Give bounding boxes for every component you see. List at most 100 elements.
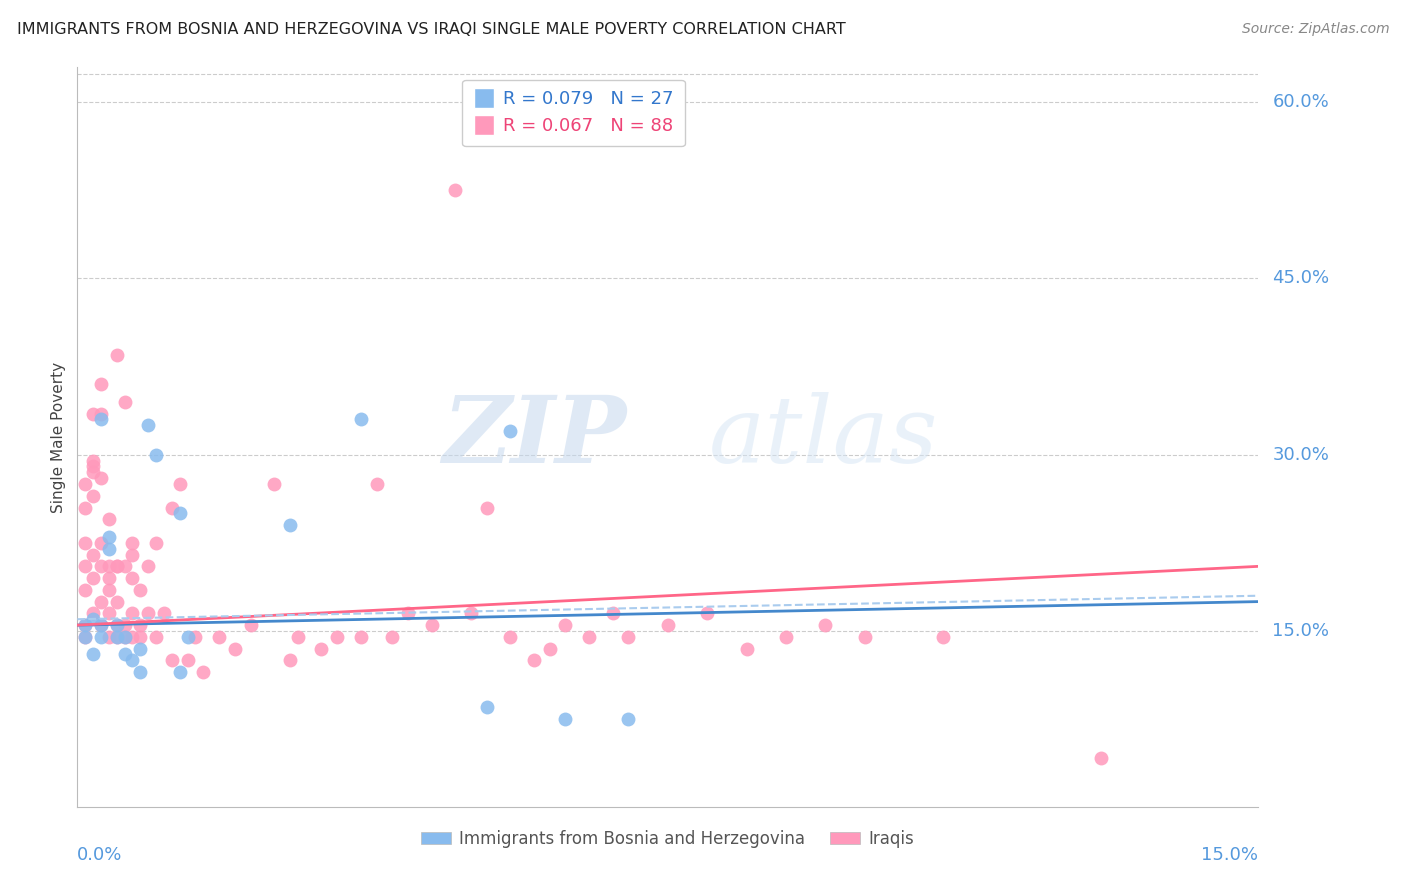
Point <box>82 459 104 474</box>
Point <box>311 641 333 656</box>
Point <box>475 700 498 714</box>
Point <box>1090 751 1112 765</box>
Point <box>121 653 143 667</box>
Point <box>75 559 97 574</box>
Point <box>97 607 120 621</box>
Point <box>617 712 640 726</box>
Point <box>853 630 876 644</box>
Point <box>735 641 758 656</box>
Point <box>90 594 112 608</box>
Point <box>114 559 136 574</box>
Point <box>169 477 191 491</box>
Point <box>129 630 152 644</box>
Point <box>97 630 120 644</box>
Point <box>75 582 97 597</box>
Point <box>775 630 797 644</box>
Point <box>97 512 120 526</box>
Text: Source: ZipAtlas.com: Source: ZipAtlas.com <box>1241 22 1389 37</box>
Point <box>145 630 167 644</box>
Point <box>82 548 104 562</box>
Point <box>932 630 955 644</box>
Point <box>538 641 561 656</box>
Point <box>75 630 97 644</box>
Point <box>121 548 143 562</box>
Point <box>121 630 143 644</box>
Point <box>114 618 136 632</box>
Point <box>176 630 198 644</box>
Point <box>90 618 112 632</box>
Point <box>657 618 679 632</box>
Point <box>82 571 104 585</box>
Y-axis label: Single Male Poverty: Single Male Poverty <box>51 361 66 513</box>
Point <box>97 582 120 597</box>
Point <box>554 618 576 632</box>
Point <box>696 607 718 621</box>
Point <box>136 607 159 621</box>
Point <box>90 630 112 644</box>
Point <box>523 653 546 667</box>
Point <box>82 648 104 662</box>
Point <box>75 477 97 491</box>
Point <box>90 412 112 426</box>
Point <box>350 630 373 644</box>
Point <box>169 507 191 521</box>
Point <box>396 607 419 621</box>
Point <box>239 618 262 632</box>
Point <box>278 518 301 533</box>
Point <box>75 618 97 632</box>
Point <box>263 477 285 491</box>
Point <box>97 571 120 585</box>
Point <box>97 541 120 556</box>
Point <box>208 630 231 644</box>
Point <box>475 500 498 515</box>
Point <box>114 630 136 644</box>
Point <box>82 612 104 626</box>
Point <box>121 607 143 621</box>
Point <box>97 559 120 574</box>
Point <box>444 183 467 197</box>
Point <box>75 536 97 550</box>
Point <box>420 618 443 632</box>
Point <box>121 536 143 550</box>
Point <box>153 607 176 621</box>
Point <box>90 536 112 550</box>
Point <box>75 618 97 632</box>
Point <box>90 377 112 392</box>
Text: IMMIGRANTS FROM BOSNIA AND HERZEGOVINA VS IRAQI SINGLE MALE POVERTY CORRELATION : IMMIGRANTS FROM BOSNIA AND HERZEGOVINA V… <box>17 22 845 37</box>
Point <box>82 453 104 467</box>
Point <box>160 653 183 667</box>
Point <box>129 582 152 597</box>
Point <box>176 653 198 667</box>
Point <box>105 594 128 608</box>
Point <box>114 648 136 662</box>
Point <box>90 407 112 421</box>
Point <box>105 559 128 574</box>
Point <box>90 471 112 485</box>
Point <box>129 618 152 632</box>
Point <box>105 348 128 362</box>
Point <box>105 630 128 644</box>
Point <box>617 630 640 644</box>
Point <box>129 641 152 656</box>
Point <box>129 665 152 679</box>
Point <box>160 500 183 515</box>
Point <box>105 618 128 632</box>
Text: 45.0%: 45.0% <box>1272 269 1330 287</box>
Point <box>105 630 128 644</box>
Point <box>121 571 143 585</box>
Point <box>554 712 576 726</box>
Point <box>97 530 120 544</box>
Point <box>136 559 159 574</box>
Point <box>578 630 600 644</box>
Point <box>82 607 104 621</box>
Point <box>814 618 837 632</box>
Point <box>75 630 97 644</box>
Text: atlas: atlas <box>709 392 939 482</box>
Text: 0.0%: 0.0% <box>77 847 122 864</box>
Point <box>169 665 191 679</box>
Point <box>114 630 136 644</box>
Point <box>90 559 112 574</box>
Point <box>366 477 388 491</box>
Text: 60.0%: 60.0% <box>1272 93 1329 112</box>
Point <box>105 559 128 574</box>
